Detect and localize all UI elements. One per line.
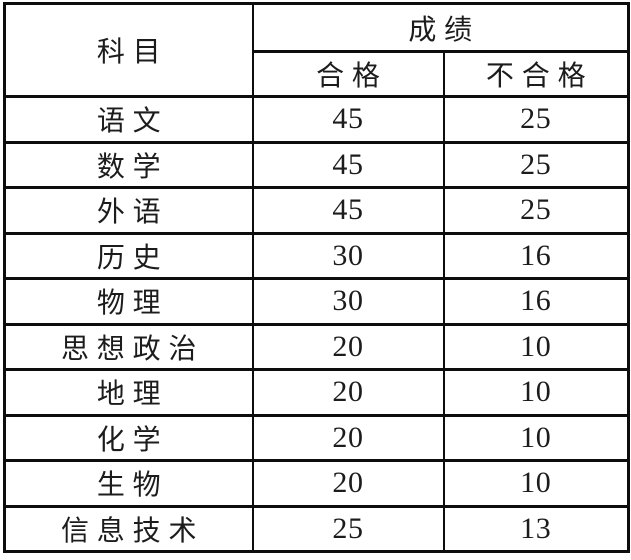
pass-value-cell: 45 (251, 95, 445, 144)
subject-cell: 生物 (3, 459, 254, 508)
pass-value-cell: 30 (251, 277, 445, 326)
subject-cell: 思想政治 (3, 322, 254, 371)
subject-cell: 外语 (3, 186, 254, 235)
header-row-top: 科目 成绩 (3, 2, 630, 98)
scores-table: 科目 成绩 合格 不合格 语文 45 25 数学 45 25 外语 45 2 (3, 2, 631, 553)
table-row: 地理 20 10 (3, 368, 630, 417)
fail-value-cell: 25 (442, 186, 630, 235)
fail-value-cell: 25 (442, 95, 630, 144)
scores-table-container: 科目 成绩 合格 不合格 语文 45 25 数学 45 25 外语 45 2 (3, 2, 631, 553)
pass-column-header: 合格 (251, 50, 445, 98)
subject-cell: 历史 (3, 231, 254, 280)
table-row: 语文 45 25 (3, 95, 630, 144)
table-row: 外语 45 25 (3, 186, 630, 235)
pass-value-cell: 45 (251, 186, 445, 235)
subject-cell: 化学 (3, 413, 254, 462)
pass-value-cell: 20 (251, 368, 445, 417)
table-row: 生物 20 10 (3, 459, 630, 508)
table-row: 物理 30 16 (3, 277, 630, 326)
subject-cell: 地理 (3, 368, 254, 417)
pass-value-cell: 30 (251, 231, 445, 280)
subject-column-header: 科目 (3, 2, 254, 98)
subject-cell: 信息技术 (3, 504, 254, 553)
fail-value-cell: 10 (442, 459, 630, 508)
score-group-header: 成绩 (251, 2, 630, 53)
table-row: 数学 45 25 (3, 140, 630, 189)
fail-value-cell: 10 (442, 322, 630, 371)
pass-value-cell: 25 (251, 504, 445, 553)
fail-value-cell: 10 (442, 368, 630, 417)
subject-cell: 物理 (3, 277, 254, 326)
fail-value-cell: 25 (442, 140, 630, 189)
table-row: 历史 30 16 (3, 231, 630, 280)
header-row-sub: 合格 不合格 (5, 50, 630, 98)
fail-value-cell: 13 (442, 504, 630, 553)
subject-cell: 语文 (3, 95, 254, 144)
fail-value-cell: 16 (442, 277, 630, 326)
fail-column-header: 不合格 (442, 50, 630, 98)
pass-value-cell: 20 (251, 459, 445, 508)
fail-value-cell: 16 (442, 231, 630, 280)
fail-value-cell: 10 (442, 413, 630, 462)
table-row: 思想政治 20 10 (3, 322, 630, 371)
pass-value-cell: 45 (251, 140, 445, 189)
table-row: 化学 20 10 (3, 413, 630, 462)
pass-value-cell: 20 (251, 413, 445, 462)
pass-value-cell: 20 (251, 322, 445, 371)
table-row: 信息技术 25 13 (3, 504, 630, 553)
subject-cell: 数学 (3, 140, 254, 189)
